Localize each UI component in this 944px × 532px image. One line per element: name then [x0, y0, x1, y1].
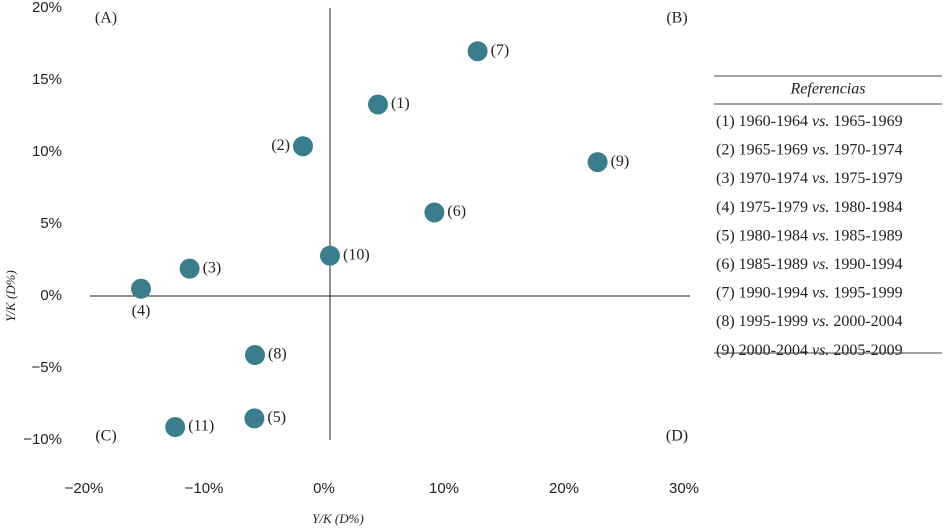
quadrant-label: (B) [666, 10, 687, 27]
point-label: (8) [268, 346, 287, 363]
reference-part: (3) 1970-1974 [716, 170, 808, 187]
reference-part: vs. [812, 284, 829, 301]
point-label: (7) [491, 42, 510, 59]
reference-row: (7) 1990-1994 vs. 1995-1999 [716, 284, 903, 301]
reference-row: (9) 2000-2004 vs. 2005-2009 [716, 341, 903, 358]
point [131, 278, 151, 299]
y-tick-label: 0% [40, 287, 62, 304]
reference-part: 2000-2004 [833, 313, 902, 330]
table-title: Referencias [790, 81, 866, 98]
x-tick-label: 30% [669, 480, 699, 497]
y-axis-label: Y/K (D%) [3, 270, 18, 322]
reference-row: (2) 1965-1969 vs. 1970-1974 [716, 141, 903, 158]
reference-row: (5) 1980-1984 vs. 1985-1989 [716, 227, 903, 244]
y-tick-label: −5% [32, 359, 62, 376]
reference-part: 1975-1979 [833, 170, 902, 187]
reference-part: 1990-1994 [833, 256, 902, 273]
y-tick-label: 15% [32, 71, 62, 88]
reference-part: (9) 2000-2004 [716, 341, 808, 358]
point-label: (10) [343, 246, 370, 263]
point [467, 41, 488, 62]
reference-row: (3) 1970-1974 vs. 1975-1979 [716, 170, 903, 187]
point-label: (11) [188, 418, 214, 435]
point [244, 408, 265, 429]
reference-part: (7) 1990-1994 [716, 284, 808, 301]
reference-part: 1980-1984 [833, 198, 902, 215]
x-tick-label: 20% [549, 480, 579, 497]
point [424, 202, 445, 223]
point [165, 417, 186, 438]
reference-part: vs. [812, 170, 829, 187]
reference-part: vs. [812, 198, 829, 215]
point-label: (2) [271, 137, 290, 154]
y-tick-label: 5% [40, 215, 62, 232]
point [293, 136, 313, 157]
reference-part: 1965-1969 [833, 113, 902, 130]
point [245, 345, 265, 366]
reference-row: (6) 1985-1989 vs. 1990-1994 [716, 256, 903, 273]
point-label: (1) [391, 95, 410, 112]
reference-part: vs. [812, 256, 829, 273]
reference-part: 1995-1999 [833, 284, 902, 301]
point [368, 94, 388, 115]
reference-part: vs. [812, 227, 829, 244]
reference-row: (8) 1995-1999 vs. 2000-2004 [716, 313, 903, 330]
point-label: (3) [203, 259, 222, 276]
reference-part: 2005-2009 [833, 341, 902, 358]
point-label: (5) [267, 409, 286, 426]
point [179, 258, 200, 279]
quadrant-label: (A) [95, 10, 117, 27]
reference-part: 1970-1974 [833, 141, 902, 158]
y-tick-label: −10% [23, 431, 62, 448]
reference-part: (1) 1960-1964 [716, 113, 808, 130]
reference-part: (2) 1965-1969 [716, 141, 808, 158]
quadrant-label: (D) [666, 428, 688, 445]
quadrant-label: (C) [95, 428, 116, 445]
x-tick-label: −20% [65, 480, 104, 497]
point-label: (6) [447, 203, 466, 220]
reference-part: vs. [812, 313, 829, 330]
reference-part: vs. [812, 141, 829, 158]
reference-part: vs. [812, 341, 829, 358]
reference-part: (5) 1980-1984 [716, 227, 808, 244]
reference-part: (6) 1985-1989 [716, 256, 808, 273]
point [320, 245, 340, 266]
point-label: (9) [611, 153, 630, 170]
reference-part: (8) 1995-1999 [716, 313, 808, 330]
reference-row: (1) 1960-1964 vs. 1965-1969 [716, 113, 903, 130]
y-tick-label: 10% [32, 143, 62, 160]
x-tick-label: 10% [429, 480, 459, 497]
x-tick-label: 0% [313, 480, 335, 497]
x-tick-label: −10% [185, 480, 224, 497]
reference-part: vs. [812, 113, 829, 130]
y-tick-label: 20% [32, 0, 62, 16]
point-label: (4) [132, 302, 151, 319]
reference-row: (4) 1975-1979 vs. 1980-1984 [716, 198, 903, 215]
x-axis-label: Y/K (D%) [312, 511, 364, 526]
reference-part: (4) 1975-1979 [716, 198, 808, 215]
reference-part: 1985-1989 [833, 227, 902, 244]
point [587, 152, 608, 173]
